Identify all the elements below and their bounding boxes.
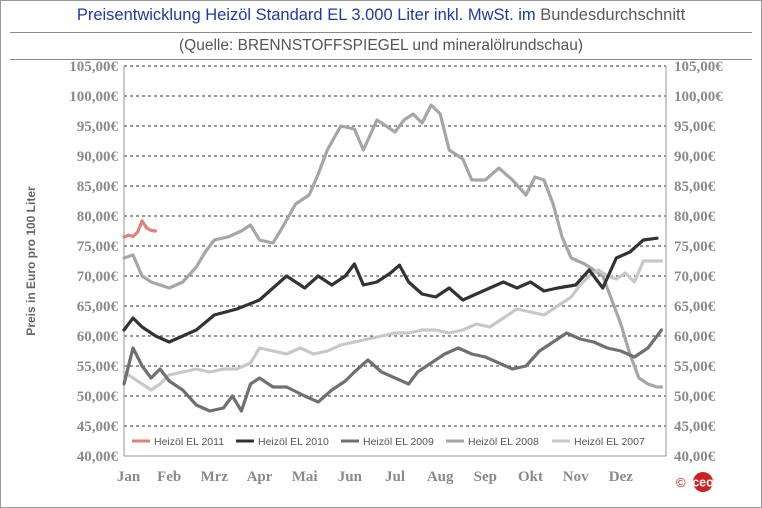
x-tick-label: Jun <box>338 469 363 485</box>
x-tick-label: Dez <box>609 469 633 485</box>
y-tick-label-right: 50,00€ <box>674 389 716 405</box>
series-line <box>122 103 664 389</box>
y-tick-label-left: 55,00€ <box>77 359 119 375</box>
series-line <box>122 236 659 344</box>
series-line <box>122 328 664 413</box>
y-tick-label-right: 100,00€ <box>674 89 723 105</box>
ceo-logo: © ceo <box>676 471 732 493</box>
series-line <box>122 219 158 239</box>
legend-label: Heizöl EL 2007 <box>574 436 645 448</box>
y-tick-label-right: 90,00€ <box>674 149 716 165</box>
y-tick-label-left: 40,00€ <box>77 449 119 465</box>
x-tick-label: Mai <box>292 469 318 485</box>
title-main: Preisentwicklung Heizöl Standard EL 3.00… <box>76 6 536 24</box>
y-tick-label-right: 80,00€ <box>674 209 716 225</box>
y-tick-label-right: 85,00€ <box>674 179 716 195</box>
y-tick-label-right: 105,00€ <box>674 59 723 75</box>
subtitle-rule <box>10 59 752 60</box>
series-line <box>122 259 664 392</box>
legend-label: Heizöl EL 2010 <box>258 436 329 448</box>
chart-subtitle: (Quelle: BRENNSTOFFSPIEGEL und mineralöl… <box>178 37 584 54</box>
y-tick-label-left: 85,00€ <box>77 179 119 195</box>
x-tick-label: Nov <box>563 469 589 485</box>
y-tick-label-left: 90,00€ <box>77 149 119 165</box>
ceo-logo-icon: © ceo <box>676 472 714 492</box>
logo-copyright: © <box>676 475 686 490</box>
y-tick-label-right: 65,00€ <box>674 299 716 315</box>
x-tick-label: Sep <box>474 469 497 485</box>
y-tick-label-right: 45,00€ <box>674 419 716 435</box>
logo-circle <box>693 472 713 492</box>
x-tick-label: Jul <box>385 469 405 485</box>
y-tick-label-left: 75,00€ <box>77 239 119 255</box>
y-axis-label: Preis in Euro pro 100 Liter <box>24 186 38 336</box>
legend-label: Heizöl EL 2008 <box>468 436 539 448</box>
y-tick-label-left: 80,00€ <box>77 209 119 225</box>
y-tick-label-left: 70,00€ <box>77 269 119 285</box>
y-tick-label-right: 70,00€ <box>674 269 716 285</box>
x-tick-label: Apr <box>247 469 273 485</box>
y-tick-label-left: 100,00€ <box>69 89 118 105</box>
legend-label: Heizöl EL 2011 <box>154 436 224 448</box>
title-region: Bundesdurchschnitt <box>540 6 686 24</box>
y-tick-label-left: 105,00€ <box>69 59 118 75</box>
x-tick-label: Mrz <box>201 469 229 485</box>
x-tick-label: Okt <box>518 469 543 485</box>
y-tick-label-right: 55,00€ <box>674 359 716 375</box>
y-tick-label-right: 95,00€ <box>674 119 716 135</box>
y-tick-label-left: 95,00€ <box>77 119 119 135</box>
title-rule <box>10 32 752 33</box>
y-tick-label-left: 45,00€ <box>77 419 119 435</box>
y-tick-label-left: 60,00€ <box>77 329 119 345</box>
y-tick-label-left: 65,00€ <box>77 299 119 315</box>
y-tick-label-right: 60,00€ <box>674 329 716 345</box>
y-tick-label-left: 50,00€ <box>77 389 119 405</box>
y-tick-label-right: 40,00€ <box>674 449 716 465</box>
chart-title: Preisentwicklung Heizöl Standard EL 3.00… <box>0 6 762 25</box>
x-tick-label: Jan <box>117 469 141 485</box>
y-tick-label-right: 75,00€ <box>674 239 716 255</box>
x-tick-label: Feb <box>157 469 181 485</box>
legend-label: Heizöl EL 2009 <box>363 436 434 448</box>
x-tick-label: Aug <box>427 469 454 485</box>
logo-text: ceo <box>692 476 714 490</box>
